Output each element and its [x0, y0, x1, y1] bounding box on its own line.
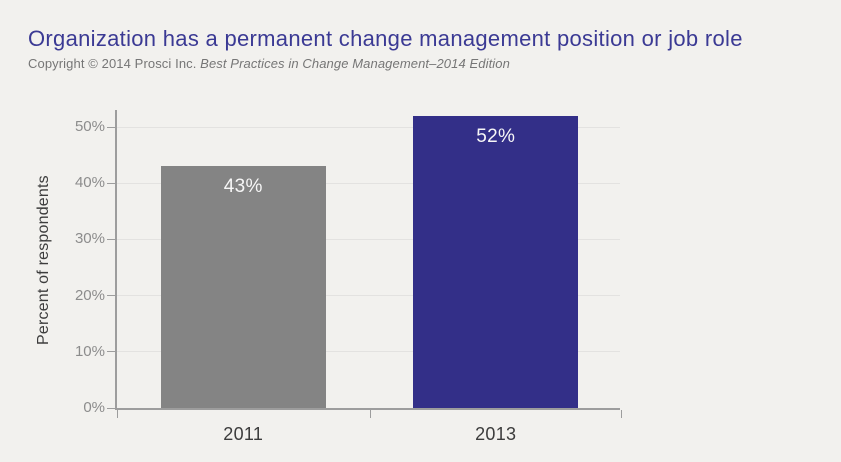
y-axis-tick-50 — [107, 126, 115, 128]
y-axis-tick-40 — [107, 182, 115, 184]
plot-area: 0% 10% 20% 30% 40% 50% 43% 2011 52% 2013 — [75, 110, 622, 444]
copyright-line: Copyright © 2014 Prosci Inc. Best Practi… — [28, 56, 821, 71]
gridline-50 — [117, 126, 620, 128]
y-tick-label-20: 20% — [74, 286, 105, 304]
x-axis-tick — [117, 410, 118, 418]
copyright-source-title: Best Practices in Change Management–2014… — [200, 56, 510, 71]
y-tick-label-30: 30% — [74, 230, 105, 248]
gridline-30 — [117, 238, 620, 240]
gridline-20 — [117, 295, 620, 297]
gridline-10 — [117, 351, 620, 353]
bar-value-label: 52% — [476, 125, 516, 147]
bar-2011: 43% — [160, 166, 326, 408]
y-axis-tick-30 — [107, 238, 115, 240]
x-axis-tick — [369, 410, 371, 418]
bar-2013: 52% — [413, 115, 579, 408]
chart-title: Organization has a permanent change mana… — [28, 26, 743, 51]
x-category-label-2013: 2013 — [475, 424, 517, 444]
x-axis-tick — [621, 410, 622, 418]
y-axis-title: Percent of respondents — [35, 175, 52, 345]
y-axis-tick-10 — [107, 351, 115, 353]
bar-value-label: 43% — [223, 176, 263, 198]
header: Organization has a permanent change mana… — [28, 26, 821, 71]
y-axis-tick-0 — [107, 407, 115, 409]
gridline-40 — [117, 182, 620, 184]
y-tick-label-10: 10% — [74, 342, 105, 360]
copyright-text: Copyright © 2014 Prosci Inc. — [28, 56, 201, 71]
y-tick-label-0: 0% — [83, 399, 105, 416]
y-tick-label-40: 40% — [74, 174, 105, 192]
x-category-label-2011: 2011 — [223, 424, 264, 444]
y-tick-label-50: 50% — [74, 118, 105, 136]
y-axis-tick-20 — [107, 295, 115, 297]
